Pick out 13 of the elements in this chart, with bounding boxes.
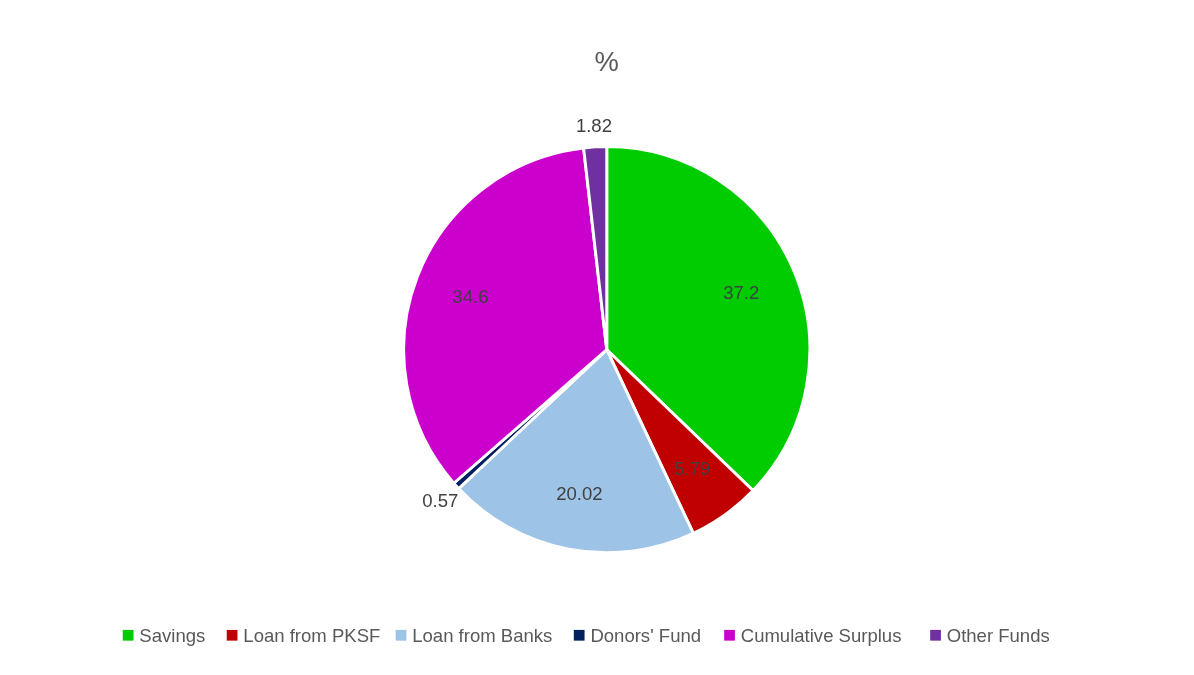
data-label: 37.2 bbox=[723, 281, 760, 303]
chart-title: % bbox=[594, 46, 619, 78]
data-label: 20.02 bbox=[556, 482, 603, 504]
data-label: 34.6 bbox=[452, 286, 489, 308]
legend-label: Donors' Fund bbox=[590, 625, 702, 647]
legend-label: Other Funds bbox=[946, 625, 1050, 647]
legend-label: Savings bbox=[139, 625, 206, 647]
data-label: 0.57 bbox=[422, 489, 459, 511]
legend-label: Loan from Banks bbox=[412, 625, 553, 647]
legend-label: Loan from PKSF bbox=[243, 625, 381, 647]
data-label: 5.79 bbox=[673, 457, 711, 479]
legend-label: Cumulative Surplus bbox=[740, 625, 902, 647]
data-label: 1.82 bbox=[575, 115, 612, 137]
